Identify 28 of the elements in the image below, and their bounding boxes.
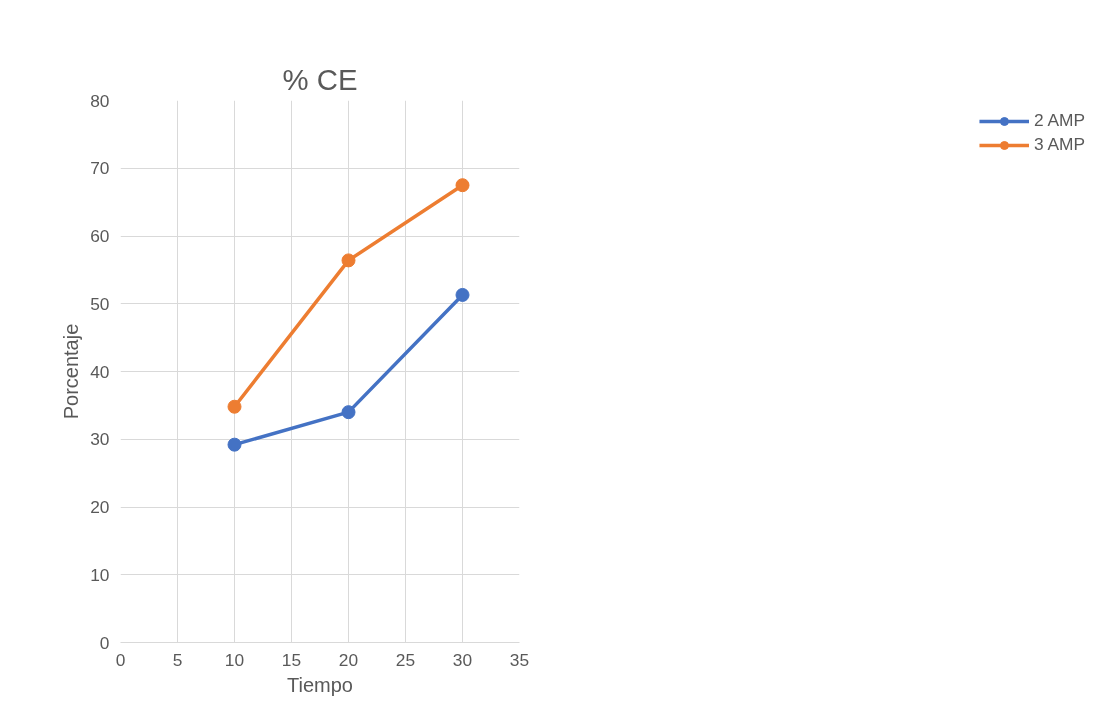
- y-tick-label: 40: [90, 361, 110, 382]
- y-tick-label: 0: [99, 632, 110, 653]
- x-tick-label: 10: [224, 649, 245, 670]
- y-tick-label: 10: [90, 564, 110, 585]
- x-tick-label: 0: [115, 649, 126, 670]
- y-tick-label: 70: [90, 158, 110, 179]
- y-tick-label: 20: [90, 497, 110, 517]
- point: [227, 399, 242, 414]
- x-axis-title: Tiempo: [287, 673, 353, 696]
- y-tick-label: 60: [90, 226, 110, 246]
- x-tick-label: 20: [338, 649, 359, 670]
- x-tick-label: 5: [172, 649, 183, 670]
- point: [455, 178, 470, 193]
- x-tick-label: 25: [395, 649, 416, 670]
- x-tick-label: 35: [509, 649, 530, 670]
- point: [341, 253, 356, 268]
- point: [227, 437, 242, 452]
- x-tick-label: 15: [281, 649, 302, 670]
- x-tick-label: 30: [452, 649, 473, 670]
- y-axis-title: Porcentaje: [60, 323, 83, 420]
- legend-label: 3 AMP: [1033, 134, 1085, 155]
- y-tick-label: 80: [90, 90, 110, 111]
- legend-label: 2 AMP: [1033, 110, 1085, 131]
- y-tick-label: 30: [90, 429, 110, 450]
- point: [341, 405, 356, 420]
- y-tick-label: 50: [90, 293, 110, 314]
- chart-title: % CE: [282, 62, 358, 96]
- point: [455, 287, 470, 302]
